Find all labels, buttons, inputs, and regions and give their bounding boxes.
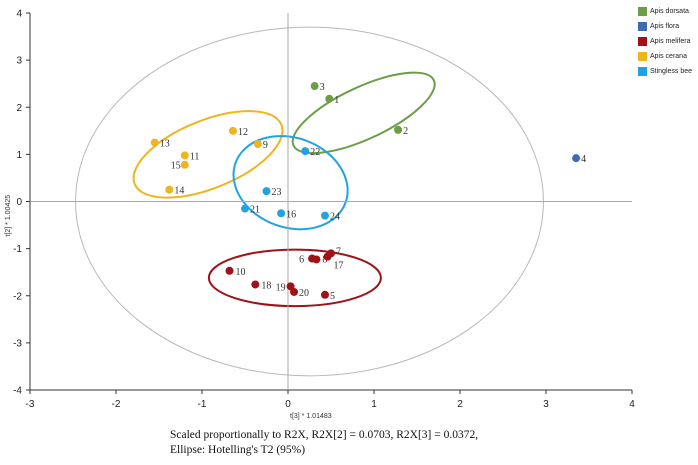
legend-swatch: [638, 66, 647, 76]
legend: Apis dorsata Apis flora Apis melifera Apis …: [638, 5, 696, 80]
data-point: [165, 185, 174, 194]
y-tick-label: 0: [16, 197, 22, 208]
point-label: 9: [263, 140, 268, 151]
caption-line-1: Scaled proportionally to R2X, R2X[2] = 0…: [170, 429, 479, 441]
legend-item: Apis flora: [638, 20, 696, 32]
x-tick-label: 3: [543, 399, 549, 410]
y-axis-label: t[2] * 1.00425: [5, 195, 12, 237]
legend-label: Apis dorsata: [650, 7, 689, 15]
data-point: [251, 280, 260, 289]
x-tick-label: 4: [629, 399, 635, 410]
group-ellipse: [291, 71, 436, 155]
point-label: 19: [276, 282, 286, 293]
data-point: [150, 138, 159, 147]
x-axis-label: t[3] * 1.01483: [290, 413, 332, 420]
data-point: [310, 82, 319, 91]
legend-item: Apis dorsata: [638, 5, 696, 17]
legend-label: Stingless bee: [650, 67, 693, 75]
x-tick-label: -1: [198, 399, 207, 410]
point-label: 16: [286, 209, 296, 220]
legend-swatch: [638, 21, 647, 31]
point-label: 10: [236, 267, 246, 278]
y-tick-label: -1: [13, 244, 22, 255]
group-ellipse: [232, 135, 349, 231]
data-point: [277, 209, 286, 218]
point-label: 22: [310, 147, 320, 158]
legend-item: Apis cerana: [638, 50, 696, 62]
legend-label: Apis melifera: [650, 37, 691, 45]
point-label: 18: [261, 280, 271, 291]
data-point: [394, 125, 403, 134]
x-tick-label: -2: [112, 399, 121, 410]
y-tick-label: 2: [16, 103, 22, 114]
data-point: [323, 252, 332, 261]
y-tick-label: 4: [16, 9, 22, 20]
point-label: 23: [272, 187, 282, 198]
point-label: 1: [334, 95, 339, 106]
point-label: 4: [581, 154, 586, 165]
point-label: 3: [320, 82, 325, 93]
data-point: [320, 290, 329, 299]
y-tick-label: 3: [16, 56, 22, 67]
y-tick-label: -3: [13, 338, 22, 349]
group-ellipse: [207, 248, 382, 308]
caption-line-2: Ellipse: Hotelling's T2 (95%): [170, 444, 306, 456]
legend-label: Apis flora: [650, 22, 680, 30]
point-label: 24: [330, 212, 340, 223]
y-tick-label: 1: [16, 150, 22, 161]
point-label: 8: [322, 254, 327, 265]
data-point: [320, 211, 329, 220]
point-label: 2: [403, 126, 408, 137]
legend-swatch: [638, 51, 647, 61]
data-point: [290, 287, 299, 296]
data-point: [253, 140, 262, 149]
data-point: [325, 94, 334, 103]
group-ellipse: [132, 110, 284, 199]
legend-item: Apis melifera: [638, 35, 696, 47]
point-label: 13: [160, 139, 170, 150]
y-tick-label: -2: [13, 291, 22, 302]
point-label: 6: [299, 255, 304, 266]
point-label: 7: [336, 246, 341, 257]
data-point: [180, 151, 189, 160]
legend-label: Apis cerana: [650, 52, 687, 60]
data-point: [301, 147, 310, 156]
data-point: [225, 266, 234, 275]
data-point: [572, 154, 581, 163]
legend-swatch: [638, 6, 647, 16]
point-label: 11: [190, 151, 200, 162]
point-label: 15: [171, 161, 181, 172]
x-tick-label: 2: [457, 399, 463, 410]
data-point: [262, 187, 271, 196]
data-point: [180, 160, 189, 169]
legend-item: Stingless bee: [638, 65, 696, 77]
data-point: [228, 126, 237, 135]
point-label: 12: [238, 127, 248, 138]
x-tick-label: -3: [26, 399, 35, 410]
point-label: 5: [330, 291, 335, 302]
data-point: [312, 255, 321, 264]
point-label: 20: [299, 288, 309, 299]
point-label: 14: [174, 186, 184, 197]
figure-caption: Scaled proportionally to R2X, R2X[2] = 0…: [170, 428, 610, 458]
y-tick-label: -4: [13, 386, 22, 397]
point-label: 21: [250, 205, 260, 216]
x-tick-label: 1: [371, 399, 377, 410]
point-label: 17: [334, 261, 344, 272]
data-point: [241, 204, 249, 213]
legend-swatch: [638, 36, 647, 46]
x-tick-label: 0: [285, 399, 291, 410]
